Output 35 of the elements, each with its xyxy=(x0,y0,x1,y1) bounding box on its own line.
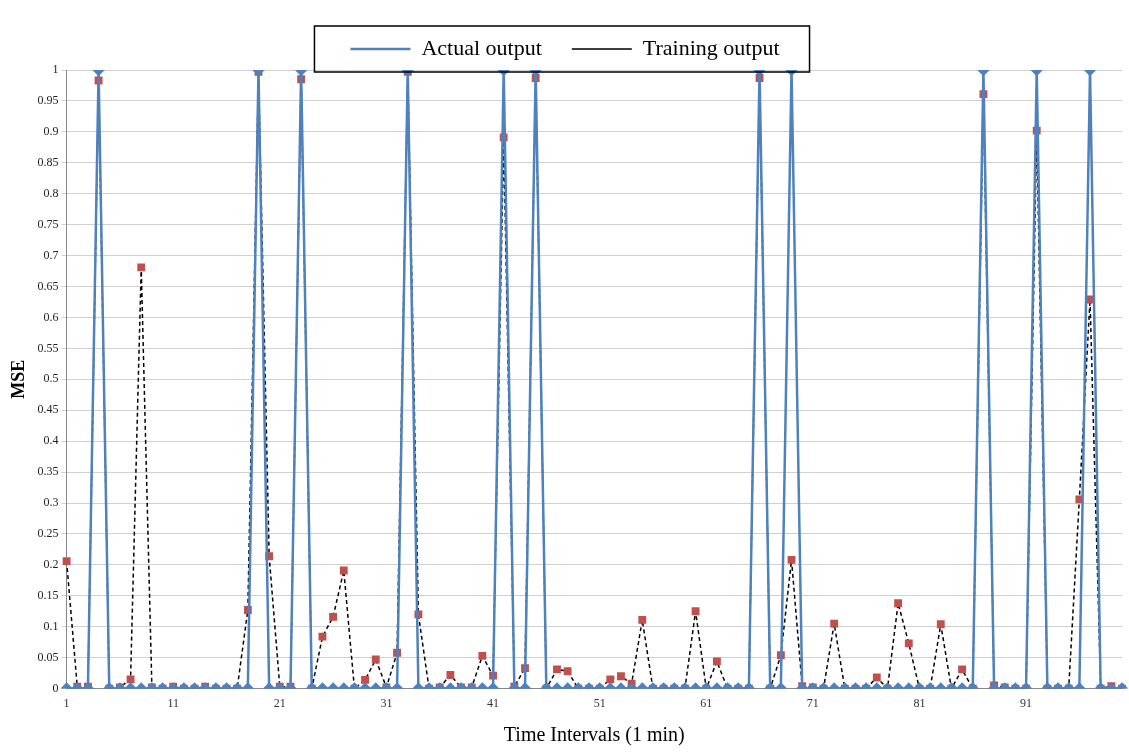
x-tick-label: 61 xyxy=(700,695,713,710)
y-tick-label: 0.25 xyxy=(37,526,59,541)
y-axis-title: MSE xyxy=(8,359,29,399)
y-tick-label: 0.05 xyxy=(37,649,59,664)
y-tick-label: 0 xyxy=(52,680,59,695)
y-tick-label: 0.85 xyxy=(37,154,59,169)
y-tick-label: 0.4 xyxy=(43,433,59,448)
y-tick-label: 0.3 xyxy=(43,495,59,510)
y-tick-label: 0.45 xyxy=(37,402,59,417)
y-tick-label: 0.9 xyxy=(43,124,59,139)
y-tick-label: 0.95 xyxy=(37,93,59,108)
x-tick-label: 91 xyxy=(1020,695,1033,710)
x-tick-label: 71 xyxy=(806,695,819,710)
y-tick-label: 0.2 xyxy=(43,557,59,572)
x-tick-label: 81 xyxy=(913,695,926,710)
x-tick-label: 41 xyxy=(487,695,500,710)
y-tick-label: 0.5 xyxy=(43,371,59,386)
y-tick-label: 0.8 xyxy=(43,185,59,200)
y-tick-label: 0.7 xyxy=(43,247,59,262)
y-tick-label: 0.65 xyxy=(37,278,59,293)
x-tick-label: 31 xyxy=(380,695,393,710)
y-tick-label: 0.35 xyxy=(37,464,59,479)
y-tick-label: 0.6 xyxy=(43,309,59,324)
x-tick-label: 1 xyxy=(63,695,70,710)
legend-label: Actual output xyxy=(421,34,542,60)
x-tick-label: 11 xyxy=(167,695,179,710)
y-tick-label: 0.1 xyxy=(43,618,59,633)
x-tick-label: 21 xyxy=(273,695,286,710)
x-axis-title: Time Intervals (1 min) xyxy=(503,723,685,747)
y-tick-label: 0.75 xyxy=(37,216,59,231)
legend-label: Training output xyxy=(642,34,780,60)
y-tick-label: 0.15 xyxy=(37,587,59,602)
x-tick-label: 51 xyxy=(593,695,606,710)
y-tick-label: 0.55 xyxy=(37,340,59,355)
y-tick-label: 1 xyxy=(52,62,59,77)
